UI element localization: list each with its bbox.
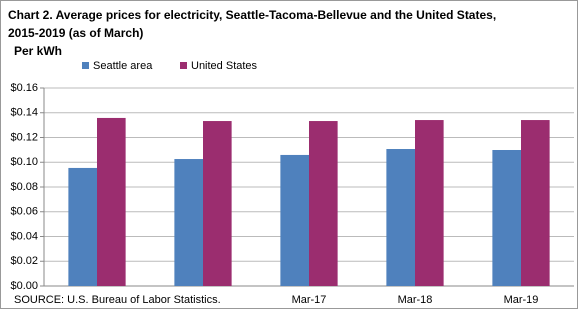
y-tick-label: $0.02 <box>10 255 38 267</box>
bar <box>492 149 521 286</box>
bar <box>174 159 203 286</box>
bar <box>68 167 97 286</box>
bar <box>521 120 550 287</box>
y-tick-label: $0.12 <box>10 131 38 143</box>
bar <box>415 120 444 287</box>
legend-swatch <box>180 62 187 69</box>
bar <box>309 121 338 286</box>
y-axis-label: Per kWh <box>14 44 62 58</box>
x-tick-label: Mar-19 <box>504 294 539 306</box>
y-tick-label: $0.06 <box>10 206 38 218</box>
y-tick-label: $0.14 <box>10 107 38 119</box>
y-tick-label: $0.08 <box>10 181 38 193</box>
y-tick-label: $0.10 <box>10 156 38 168</box>
legend-swatch <box>82 62 89 69</box>
bar <box>203 121 232 286</box>
bar <box>97 117 126 286</box>
y-tick-label: $0.04 <box>10 230 38 242</box>
legend-label: United States <box>191 60 258 72</box>
chart-subtitle: 2015-2019 (as of March) <box>8 26 143 40</box>
x-tick-label: Mar-17 <box>292 294 327 306</box>
source-note: SOURCE: U.S. Bureau of Labor Statistics. <box>14 294 221 306</box>
legend-label: Seattle area <box>93 60 153 72</box>
chart-title: Chart 2. Average prices for electricity,… <box>8 8 496 22</box>
y-tick-label: $0.16 <box>10 82 38 94</box>
bar <box>386 149 415 286</box>
x-tick-label: Mar-18 <box>398 294 433 306</box>
bar <box>280 154 309 286</box>
y-tick-label: $0.00 <box>10 280 38 292</box>
